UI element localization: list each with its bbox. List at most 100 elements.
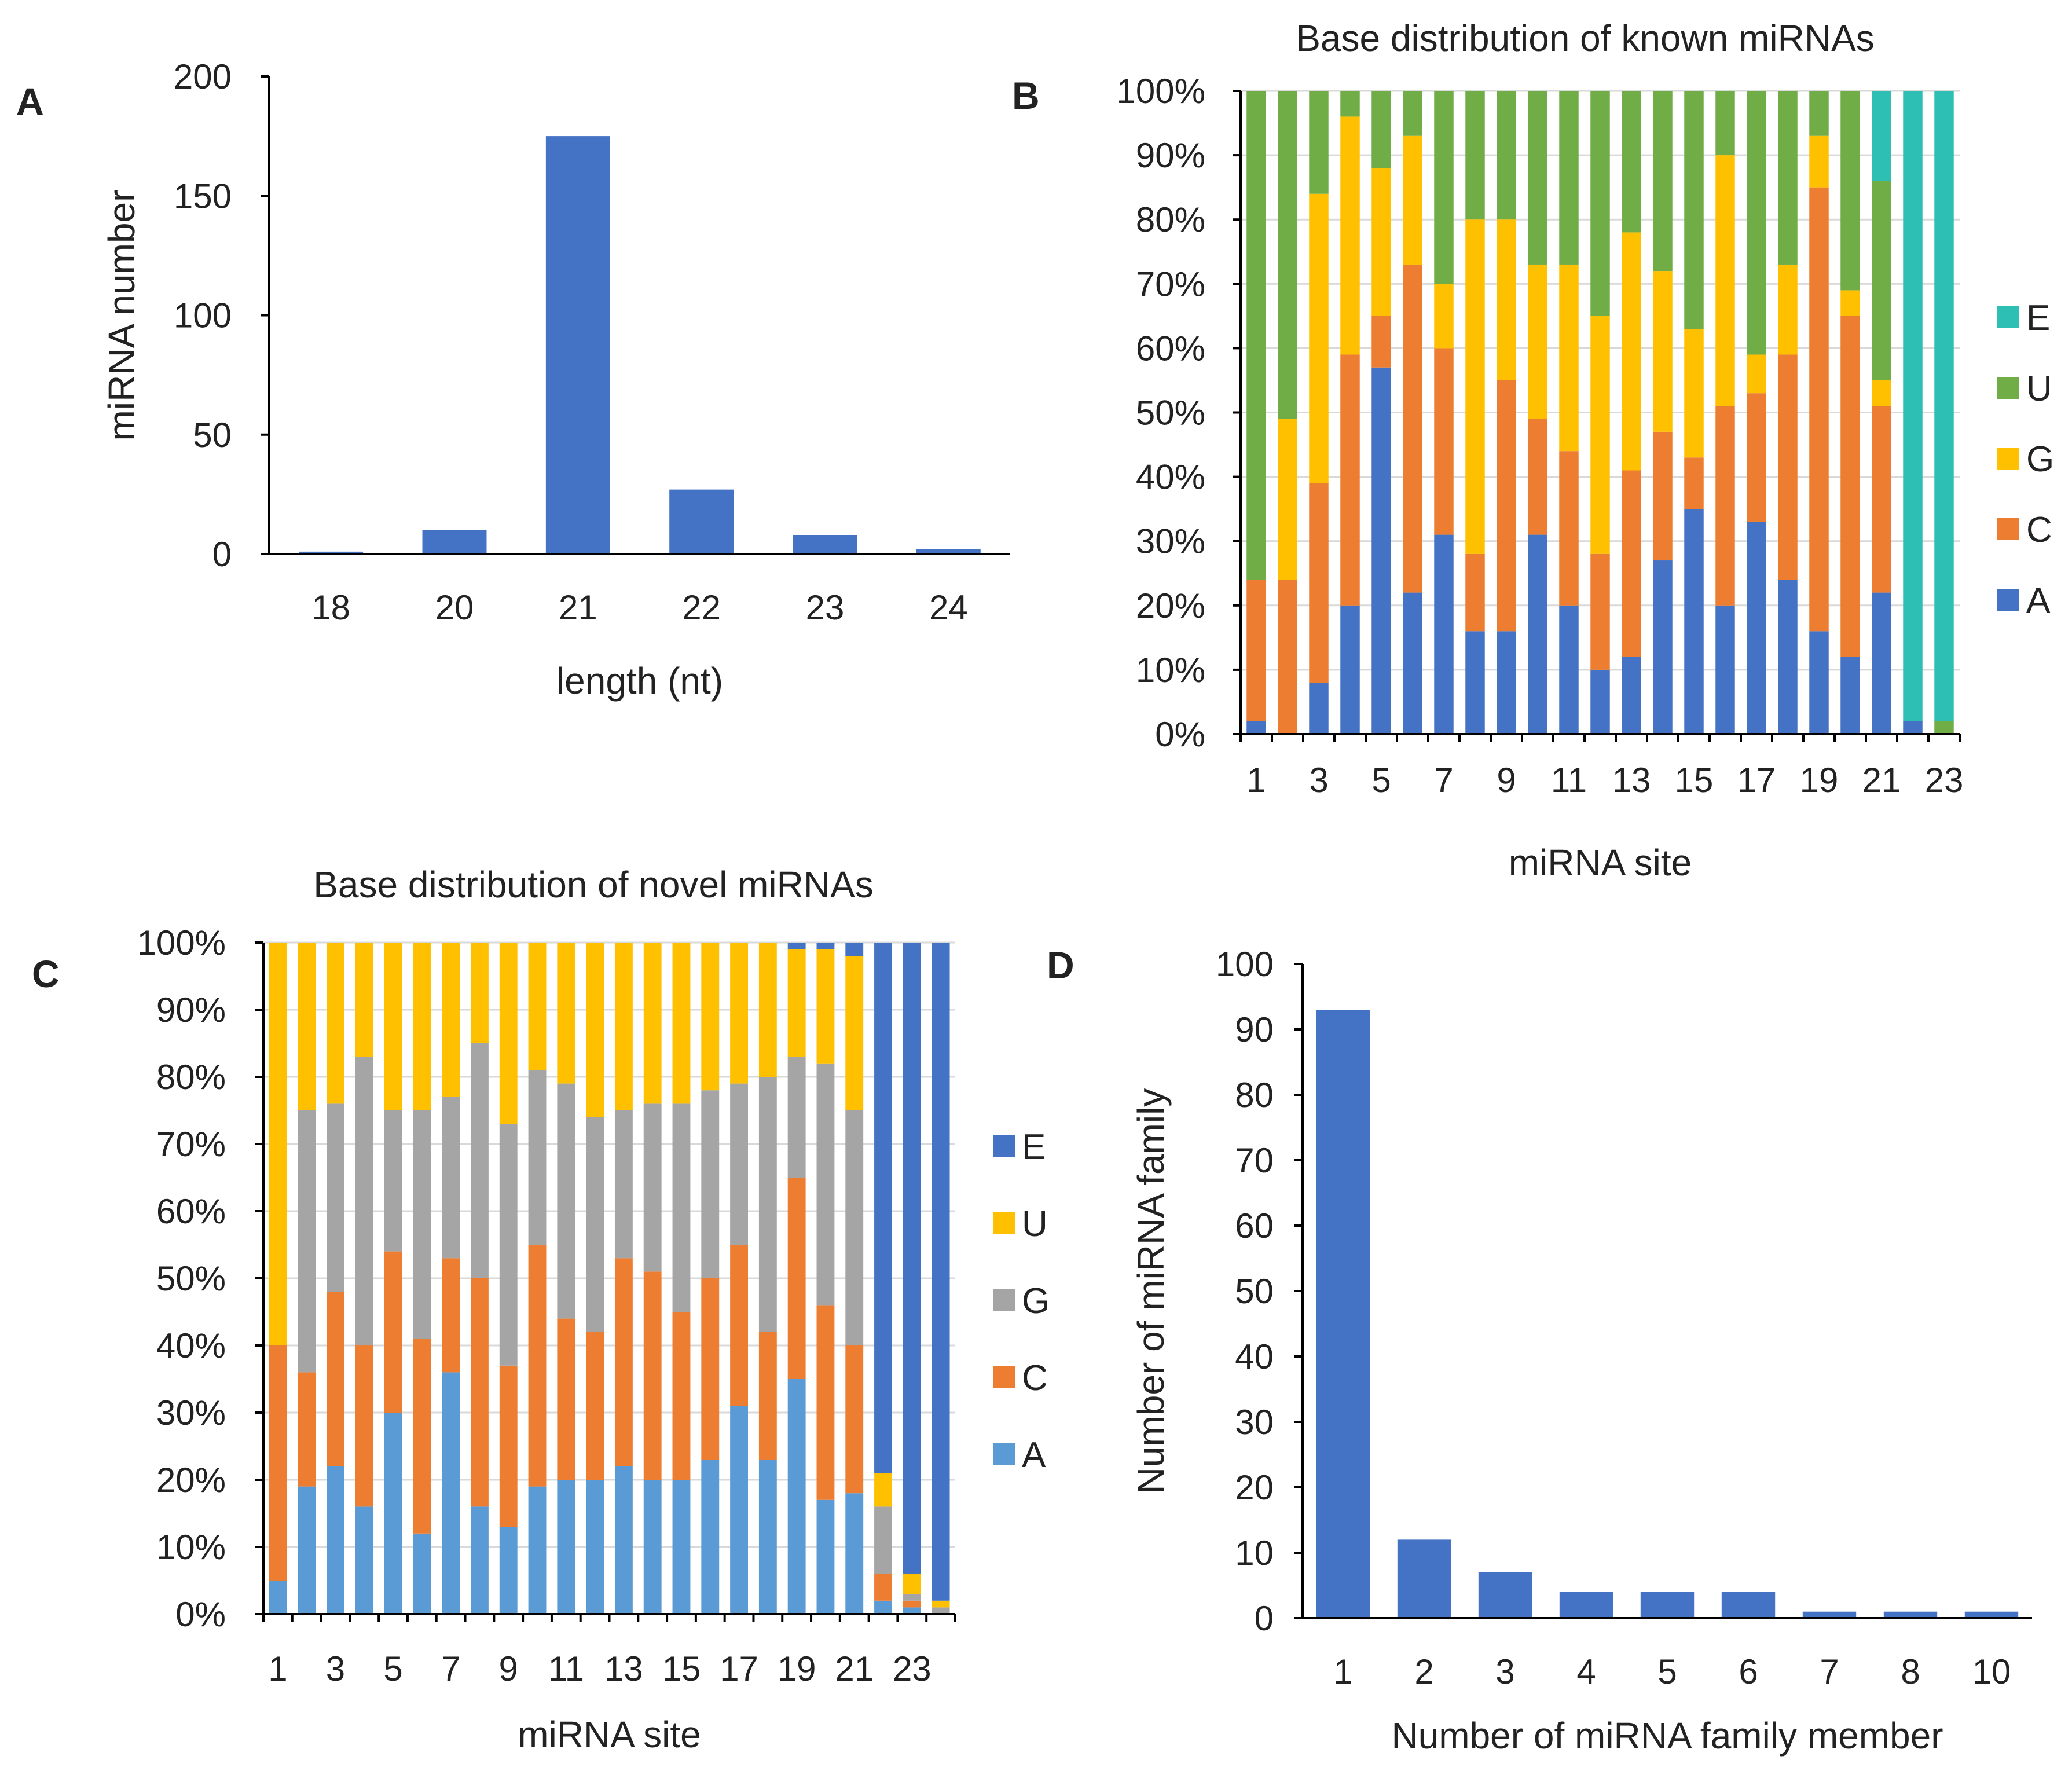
- bar-segment-a-site-21: [845, 1493, 864, 1614]
- bar-segment-c-site-15: [672, 1312, 691, 1480]
- y-tick-label: 100%: [1117, 72, 1205, 111]
- x-tick-label: 4: [1576, 1652, 1596, 1691]
- bar-segment-c-site-19: [1809, 187, 1829, 632]
- bar-segment-g-site-19: [1809, 135, 1829, 188]
- bar-segment-a-site-17: [1747, 522, 1766, 734]
- bar-segment-a-site-3: [327, 1466, 344, 1614]
- bar-segment-g-site-6: [413, 1110, 431, 1339]
- x-tick-label: 15: [1675, 761, 1714, 800]
- bar-segment-a-site-4: [1340, 605, 1360, 734]
- bar-segment-g-site-13: [1622, 232, 1641, 471]
- bar-segment-g-site-23: [903, 1594, 921, 1601]
- bar-3: [1478, 1572, 1532, 1618]
- bar-segment-c-site-2: [298, 1372, 316, 1487]
- bar-segment-c-site-16: [1715, 406, 1735, 606]
- bar-segment-u-site-11: [557, 943, 575, 1084]
- y-tick-label: 60: [1235, 1207, 1274, 1245]
- bar-segment-u-site-6: [1403, 91, 1422, 136]
- y-axis-label: miRNA number: [101, 190, 142, 441]
- x-tick-label: 7: [1820, 1652, 1839, 1691]
- bar-segment-c-site-4: [1340, 354, 1360, 606]
- chart-family-member-distribution: 0 10 20 30 40 50 60 70 80 90 100 1 2 3 4 5 6 7 8 10 Number o…: [1130, 945, 2032, 1757]
- bar-segment-c-site-15: [1684, 457, 1704, 509]
- bar-segment-u-site-3: [327, 943, 344, 1104]
- bar-segment-g-site-12: [586, 1117, 604, 1332]
- bar-segment-c-site-1: [1246, 580, 1266, 721]
- bar-segment-a-site-20: [1840, 657, 1860, 734]
- x-tick-label: 21: [559, 588, 597, 627]
- y-tick-label: 30%: [156, 1394, 226, 1432]
- bar-segment-c-site-18: [1778, 354, 1798, 580]
- x-axis-label: Number of miRNA family member: [1391, 1715, 1943, 1757]
- bar-segment-u-site-13: [614, 943, 633, 1110]
- legend-swatch-a: [1997, 589, 2019, 611]
- bar-segment-u-site-21: [845, 956, 864, 1110]
- bar-2: [1397, 1539, 1451, 1618]
- bar-segment-a-site-9: [499, 1527, 518, 1614]
- legend-swatch-u: [993, 1212, 1015, 1234]
- bar-1: [1316, 1010, 1370, 1618]
- bar-segment-u-site-12: [586, 943, 604, 1117]
- bar-segment-a-site-14: [643, 1480, 662, 1614]
- y-tick-label: 70%: [156, 1125, 226, 1164]
- bar-segment-u-site-18: [1778, 91, 1798, 265]
- legend-swatch-c: [1997, 518, 2019, 540]
- y-tick-label: 40%: [1136, 458, 1205, 497]
- bar-segment-c-site-4: [355, 1345, 373, 1507]
- legend-label-a: A: [1022, 1435, 1046, 1475]
- bar-segment-u-site-10: [1528, 91, 1547, 265]
- bar-segment-g-site-3: [1309, 193, 1329, 483]
- bar-segment-a-site-4: [355, 1506, 373, 1614]
- bar-segment-g-site-7: [1434, 284, 1454, 349]
- bar-segment-e-site-22: [1903, 91, 1923, 721]
- bar-segment-u-site-9: [499, 943, 518, 1124]
- bar-segment-a-site-19: [787, 1379, 806, 1614]
- y-tick-label: 0: [212, 535, 232, 574]
- bar-segment-g-site-5: [1371, 168, 1391, 316]
- bar-segment-g-site-9: [1497, 219, 1516, 380]
- bar-segment-g-site-8: [1465, 219, 1485, 554]
- y-tick-label: 100: [1216, 945, 1274, 984]
- y-tick-label: 30%: [1136, 522, 1205, 561]
- y-tick-label: 70: [1235, 1141, 1274, 1180]
- y-tick-label: 50%: [1136, 394, 1205, 432]
- x-tick-label: 1: [1333, 1652, 1352, 1691]
- y-tick-label: 90%: [1136, 136, 1205, 175]
- bar-segment-e-site-22: [874, 943, 892, 1473]
- bar-segment-a-site-19: [1809, 631, 1829, 734]
- bar-segment-a-site-13: [614, 1466, 633, 1614]
- bar-20: [422, 530, 487, 554]
- x-tick-label: 23: [1925, 761, 1964, 800]
- bar-segment-g-site-15: [1684, 329, 1704, 458]
- bar-segment-a-site-20: [816, 1499, 835, 1614]
- bar-segment-a-site-10: [528, 1486, 547, 1614]
- panel-letter-d: D: [1047, 944, 1074, 987]
- bar-segment-g-site-11: [557, 1083, 575, 1319]
- y-tick-label: 30: [1235, 1403, 1274, 1442]
- bar-segment-u-site-18: [758, 943, 777, 1077]
- bar-segment-g-site-21: [1872, 380, 1891, 406]
- bar-segment-g-site-8: [471, 1043, 489, 1278]
- bar-21: [545, 136, 610, 554]
- bar-segment-g-site-21: [845, 1110, 864, 1345]
- bar-5: [1640, 1592, 1695, 1618]
- bar-segment-u-site-1: [1246, 91, 1266, 580]
- bar-segment-g-site-5: [384, 1110, 402, 1252]
- y-tick-label: 0%: [175, 1595, 226, 1634]
- x-tick-label: 21: [835, 1649, 874, 1688]
- bar-segment-g-site-22: [874, 1506, 892, 1574]
- x-tick-label: 13: [604, 1649, 643, 1688]
- x-tick-label: 11: [1551, 761, 1587, 800]
- x-tick-label: 13: [1612, 761, 1651, 800]
- x-tick-label: 21: [1862, 761, 1901, 800]
- bar-segment-a-site-18: [1778, 580, 1798, 734]
- bar-segment-u-site-5: [384, 943, 402, 1110]
- x-tick-label: 3: [1309, 761, 1328, 800]
- bar-segment-g-site-24: [932, 1607, 950, 1614]
- bar-segment-c-site-16: [701, 1278, 720, 1460]
- x-tick-label: 1: [268, 1649, 287, 1688]
- y-tick-label: 70%: [1136, 265, 1205, 303]
- bar-segment-c-site-23: [903, 1600, 921, 1608]
- bar-segment-c-site-14: [643, 1271, 662, 1480]
